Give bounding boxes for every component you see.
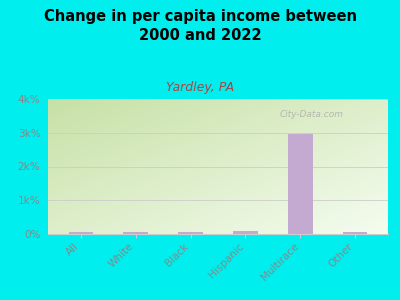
Bar: [233, 231, 258, 234]
Bar: [343, 232, 368, 234]
Bar: [124, 232, 148, 234]
Bar: [178, 232, 203, 234]
Bar: [68, 232, 93, 234]
Bar: [288, 134, 312, 234]
Text: Yardley, PA: Yardley, PA: [166, 81, 234, 94]
Text: City-Data.com: City-Data.com: [279, 110, 343, 119]
Text: Change in per capita income between
2000 and 2022: Change in per capita income between 2000…: [44, 9, 356, 43]
